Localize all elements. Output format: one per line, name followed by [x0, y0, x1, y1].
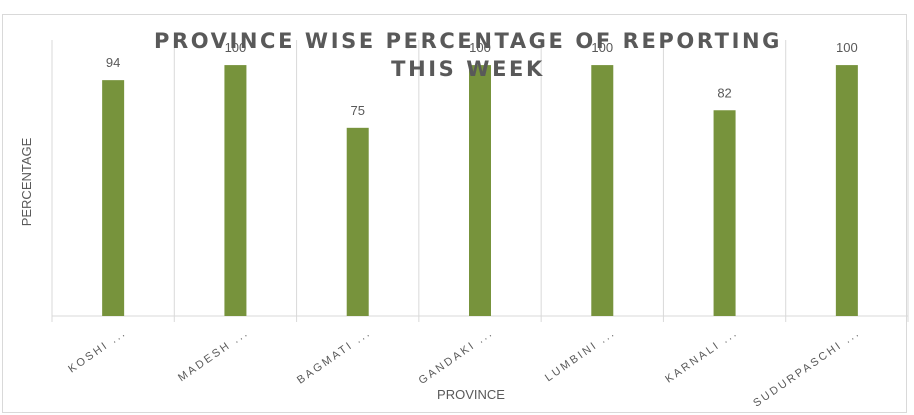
data-label-6: 100	[836, 40, 858, 55]
x-tick-label-4: LUMBINI ...	[543, 327, 618, 385]
x-tick-label-2: BAGMATI ...	[295, 327, 373, 387]
chart-title-line-1: PROVINCE WISE PERCENTAGE OF REPORTING	[154, 29, 782, 53]
bar-1	[224, 65, 247, 316]
bar-3	[469, 65, 491, 316]
y-axis-title: PERCENTAGE	[19, 137, 34, 226]
x-tick-label-1: MADESH ...	[176, 327, 251, 385]
data-label-5: 82	[717, 85, 731, 100]
x-tick-label-6: SUDURPASCHI ...	[751, 327, 862, 410]
bar-0	[102, 80, 125, 317]
bar-layer	[102, 65, 858, 317]
data-label-3: 100	[469, 40, 491, 55]
x-tick-label-3: GANDAKI ...	[417, 327, 496, 387]
x-tick-label-5: KARNALI ...	[663, 327, 740, 386]
grid-layer	[51, 40, 909, 322]
bar-4	[591, 65, 614, 316]
data-label-2: 75	[350, 103, 364, 118]
bar-2	[346, 127, 369, 317]
x-axis-title: PROVINCE	[437, 387, 505, 402]
chart-title-line-2: THIS WEEK	[391, 57, 545, 81]
data-label-1: 100	[225, 40, 247, 55]
x-tick-label-0: KOSHI ...	[66, 327, 129, 376]
data-label-0: 94	[106, 55, 120, 70]
data-label-4: 100	[591, 40, 613, 55]
data-label-layer: 94 100 75 100 100 82 100	[106, 40, 858, 118]
bar-5	[713, 110, 736, 316]
bar-6	[835, 65, 858, 316]
chart-frame	[2, 14, 907, 413]
